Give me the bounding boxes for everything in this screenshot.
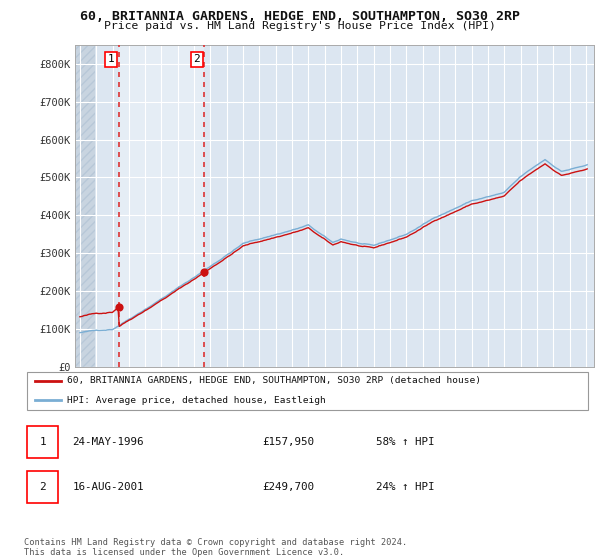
Bar — [119, 45, 204, 367]
Text: 2: 2 — [193, 54, 200, 64]
Text: 1: 1 — [40, 437, 46, 447]
Text: £249,700: £249,700 — [262, 482, 314, 492]
Point — [114, 302, 124, 311]
Text: 60, BRITANNIA GARDENS, HEDGE END, SOUTHAMPTON, SO30 2RP: 60, BRITANNIA GARDENS, HEDGE END, SOUTHA… — [80, 10, 520, 23]
Text: 60, BRITANNIA GARDENS, HEDGE END, SOUTHAMPTON, SO30 2RP (detached house): 60, BRITANNIA GARDENS, HEDGE END, SOUTHA… — [67, 376, 481, 385]
Text: 58% ↑ HPI: 58% ↑ HPI — [376, 437, 434, 447]
Text: 24-MAY-1996: 24-MAY-1996 — [72, 437, 143, 447]
FancyBboxPatch shape — [27, 470, 58, 503]
Text: £157,950: £157,950 — [262, 437, 314, 447]
Text: Price paid vs. HM Land Registry's House Price Index (HPI): Price paid vs. HM Land Registry's House … — [104, 21, 496, 31]
Text: 24% ↑ HPI: 24% ↑ HPI — [376, 482, 434, 492]
FancyBboxPatch shape — [27, 372, 588, 409]
Text: 1: 1 — [108, 54, 115, 64]
Point — [199, 268, 209, 277]
Text: 16-AUG-2001: 16-AUG-2001 — [72, 482, 143, 492]
Text: HPI: Average price, detached house, Eastleigh: HPI: Average price, detached house, East… — [67, 396, 325, 405]
FancyBboxPatch shape — [27, 426, 58, 458]
Text: Contains HM Land Registry data © Crown copyright and database right 2024.
This d: Contains HM Land Registry data © Crown c… — [24, 538, 407, 557]
Text: 2: 2 — [40, 482, 46, 492]
Bar — [75, 45, 95, 367]
